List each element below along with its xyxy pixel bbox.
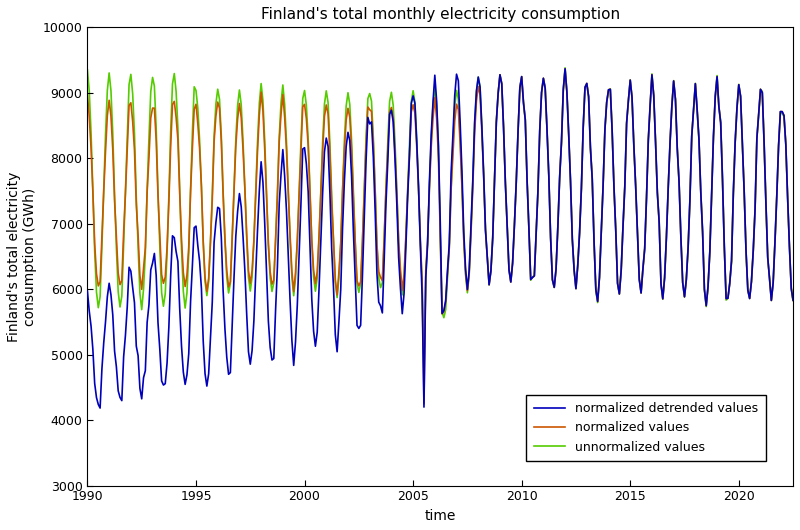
normalized detrended values [419, 371, 429, 377]
normalized values [240, 185, 250, 191]
normalized values [86, 145, 96, 152]
unnormalized values [470, 119, 479, 126]
unnormalized values [432, 98, 442, 104]
unnormalized values [95, 405, 105, 411]
unnormalized values [242, 310, 251, 316]
normalized values [419, 401, 429, 407]
Legend: normalized detrended values, normalized values, unnormalized values: normalized detrended values, normalized … [526, 394, 766, 461]
normalized detrended values [240, 184, 250, 191]
normalized values [792, 252, 800, 259]
normalized detrended values [432, 102, 442, 108]
normalized values [783, 195, 793, 201]
unnormalized values [378, 310, 387, 316]
Line: normalized values: normalized values [87, 69, 797, 404]
normalized detrended values [783, 195, 793, 201]
normalized values [82, 92, 92, 98]
Line: unnormalized values: unnormalized values [87, 69, 797, 408]
unnormalized values [783, 195, 793, 201]
normalized detrended values [470, 121, 479, 128]
normalized values [432, 116, 442, 122]
Y-axis label: Finland's total electricity
consumption (GWh): Finland's total electricity consumption … [7, 171, 37, 342]
normalized detrended values [560, 65, 570, 71]
normalized detrended values [792, 253, 800, 259]
normalized detrended values [86, 129, 96, 136]
X-axis label: time: time [425, 509, 456, 523]
normalized values [560, 66, 570, 72]
unnormalized values [792, 252, 800, 259]
normalized values [376, 274, 386, 280]
Line: normalized detrended values: normalized detrended values [87, 68, 797, 374]
Title: Finland's total monthly electricity consumption: Finland's total monthly electricity cons… [261, 7, 620, 22]
normalized detrended values [82, 67, 92, 73]
unnormalized values [86, 323, 96, 329]
normalized detrended values [376, 285, 386, 291]
unnormalized values [560, 66, 570, 72]
unnormalized values [82, 288, 92, 294]
normalized values [470, 130, 479, 136]
